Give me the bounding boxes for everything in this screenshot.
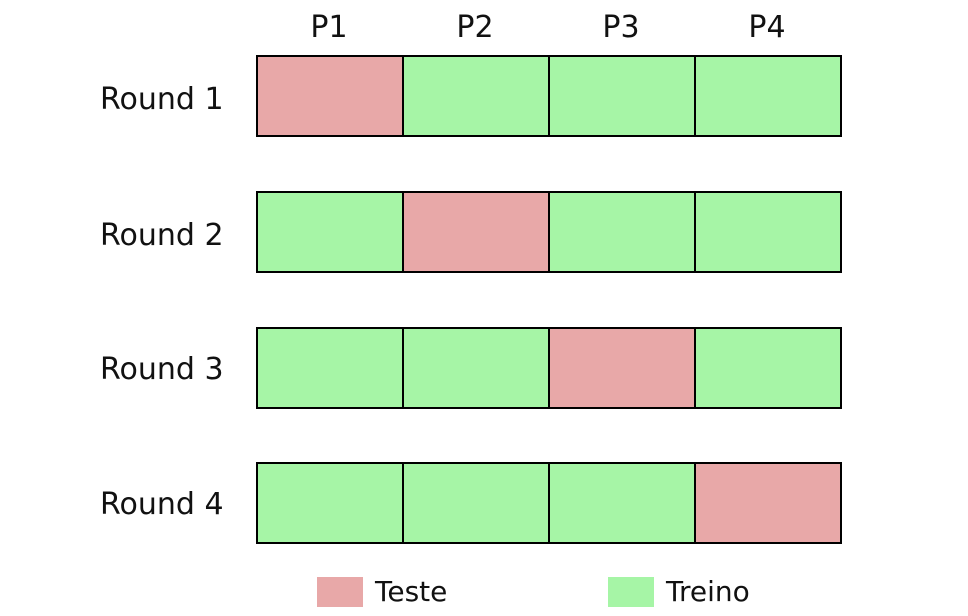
round-3-cell-p2 [404,329,550,407]
column-label-p1: P1 [310,10,348,45]
round-label-4: Round 4 [100,487,224,522]
round-3-cell-p1 [258,329,404,407]
column-label-p2: P2 [456,10,494,45]
round-label-3: Round 3 [100,352,224,387]
round-4-cell-p3 [550,464,696,542]
round-label-2: Round 2 [100,218,224,253]
round-row-2 [256,191,842,273]
round-1-cell-p4 [696,57,840,135]
round-3-cell-p3 [550,329,696,407]
round-1-cell-p3 [550,57,696,135]
legend-label-test: Teste [375,575,448,608]
round-4-cell-p1 [258,464,404,542]
round-4-cell-p2 [404,464,550,542]
round-2-cell-p2 [404,193,550,271]
round-1-cell-p1 [258,57,404,135]
legend-label-train: Treino [666,575,750,608]
round-3-cell-p4 [696,329,840,407]
round-4-cell-p4 [696,464,840,542]
legend-item-test: Teste [317,572,447,612]
round-row-1 [256,55,842,137]
column-label-p3: P3 [602,10,640,45]
legend-swatch-train [608,577,654,607]
round-row-4 [256,462,842,544]
round-label-1: Round 1 [100,82,224,117]
round-2-cell-p1 [258,193,404,271]
legend-swatch-test [317,577,363,607]
round-1-cell-p2 [404,57,550,135]
legend-item-train: Treino [608,572,750,612]
round-2-cell-p3 [550,193,696,271]
round-2-cell-p4 [696,193,840,271]
column-label-p4: P4 [748,10,786,45]
round-row-3 [256,327,842,409]
